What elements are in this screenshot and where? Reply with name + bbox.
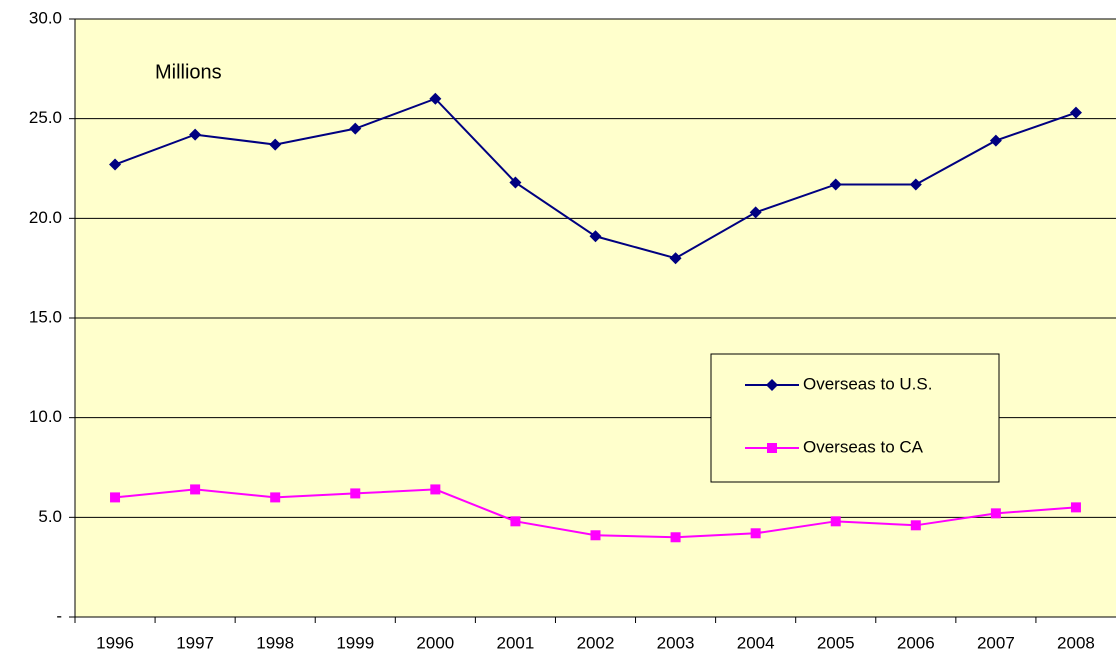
x-tick-label: 1998: [256, 633, 294, 652]
data-point: [829, 178, 842, 191]
data-point: [430, 484, 441, 495]
data-point: [750, 528, 761, 539]
legend-marker: [766, 379, 778, 391]
data-point: [189, 128, 202, 141]
data-point: [910, 520, 921, 531]
data-point: [990, 508, 1001, 519]
y-tick-label: -: [56, 606, 62, 625]
data-point: [670, 532, 681, 543]
data-point: [270, 492, 281, 503]
data-point: [830, 516, 841, 527]
legend-label: Overseas to U.S.: [803, 374, 932, 393]
data-point: [909, 178, 922, 191]
x-tick-label: 2001: [497, 633, 535, 652]
data-point: [109, 158, 122, 171]
data-point: [989, 134, 1002, 147]
data-point: [190, 484, 201, 495]
x-tick-label: 2002: [577, 633, 615, 652]
legend-box: [710, 353, 1000, 483]
data-point: [749, 206, 762, 219]
x-tick-label: 2004: [737, 633, 775, 652]
x-tick-label: 1999: [336, 633, 374, 652]
data-point: [269, 138, 282, 151]
x-tick-label: 2006: [897, 633, 935, 652]
data-point: [349, 122, 362, 135]
y-tick-label: 10.0: [29, 407, 62, 426]
y-tick-label: 20.0: [29, 208, 62, 227]
y-tick-label: 30.0: [29, 8, 62, 27]
legend-label: Overseas to CA: [803, 437, 924, 456]
data-point: [1070, 502, 1081, 513]
y-tick-label: 5.0: [38, 507, 62, 526]
y-tick-label: 15.0: [29, 307, 62, 326]
data-point: [1069, 106, 1082, 119]
data-point: [350, 488, 361, 499]
data-point: [509, 176, 522, 189]
x-tick-label: 2005: [817, 633, 855, 652]
x-tick-label: 2008: [1057, 633, 1095, 652]
annotation: Millions: [155, 61, 222, 83]
x-tick-label: 1997: [176, 633, 214, 652]
data-point: [669, 252, 682, 265]
data-point: [510, 516, 521, 527]
data-point: [589, 230, 602, 243]
data-point: [429, 92, 442, 105]
data-point: [590, 530, 601, 541]
x-tick-label: 2007: [977, 633, 1015, 652]
x-tick-label: 1996: [96, 633, 134, 652]
x-tick-label: 2000: [416, 633, 454, 652]
data-point: [110, 492, 121, 503]
legend-marker: [767, 443, 777, 453]
x-tick-label: 2003: [657, 633, 695, 652]
y-tick-label: 25.0: [29, 108, 62, 127]
